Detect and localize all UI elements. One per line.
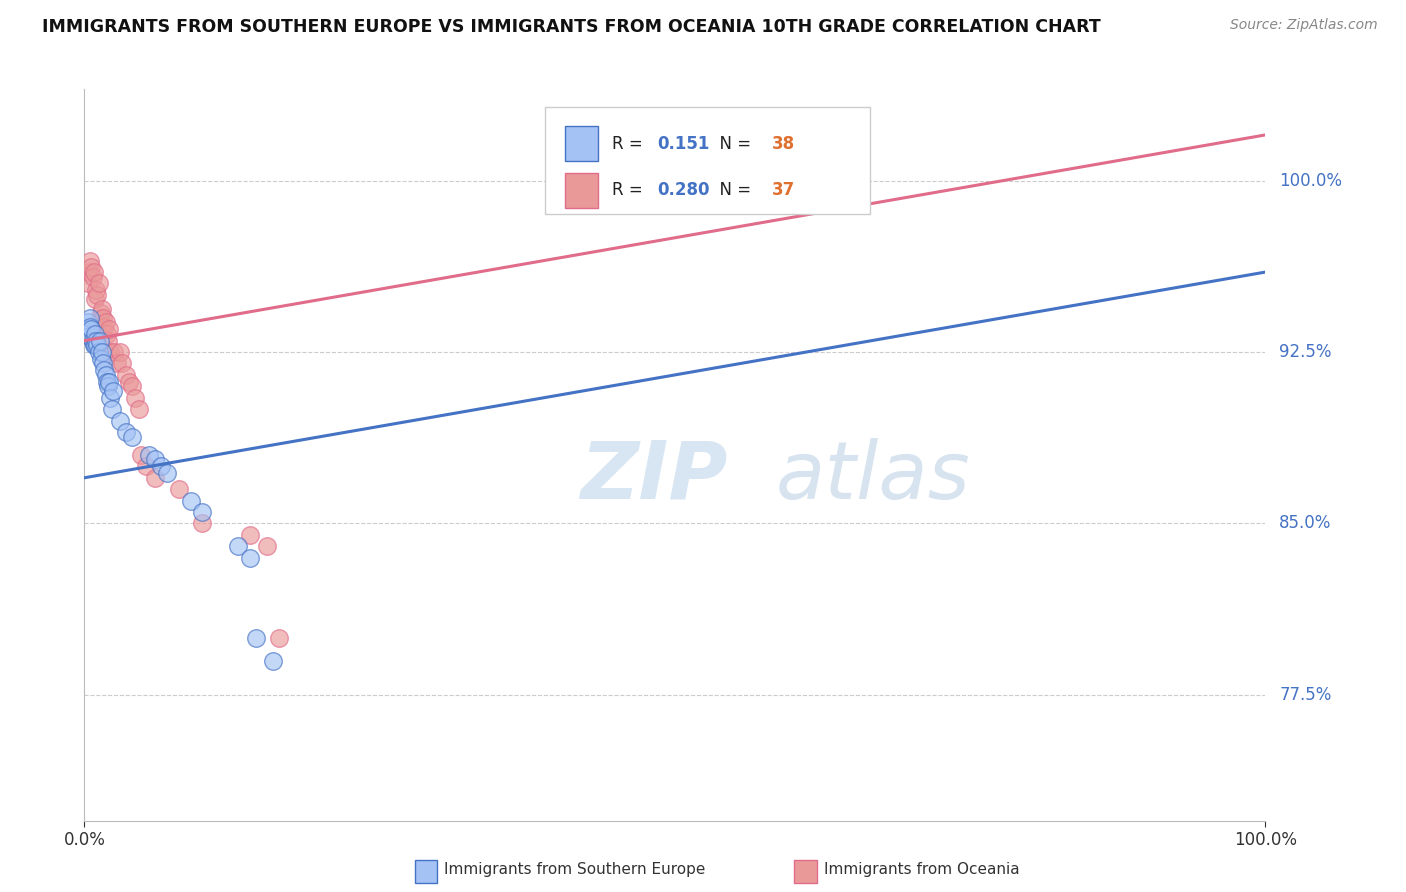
Text: R =: R = bbox=[612, 135, 648, 153]
Point bbox=[256, 540, 278, 554]
Point bbox=[83, 338, 105, 352]
FancyBboxPatch shape bbox=[546, 108, 870, 213]
Point bbox=[135, 459, 157, 474]
Text: 37: 37 bbox=[772, 181, 794, 199]
Point bbox=[79, 310, 101, 325]
Text: N =: N = bbox=[709, 135, 756, 153]
Point bbox=[143, 452, 166, 467]
Y-axis label: 10th Grade: 10th Grade bbox=[0, 408, 8, 502]
Point bbox=[77, 315, 100, 329]
Point bbox=[82, 269, 104, 284]
Point bbox=[90, 306, 112, 320]
Text: ZIP: ZIP bbox=[581, 438, 728, 516]
FancyBboxPatch shape bbox=[565, 172, 598, 208]
Point bbox=[108, 345, 131, 359]
Point bbox=[111, 356, 134, 370]
Point bbox=[84, 334, 107, 348]
Point bbox=[79, 253, 101, 268]
Point bbox=[226, 540, 249, 554]
Point bbox=[82, 334, 104, 348]
Point bbox=[77, 322, 100, 336]
Point bbox=[98, 322, 121, 336]
Point bbox=[98, 375, 121, 389]
Point bbox=[91, 345, 114, 359]
Point bbox=[239, 528, 262, 542]
Text: 0.151: 0.151 bbox=[657, 135, 710, 153]
Point bbox=[87, 345, 110, 359]
Point bbox=[91, 301, 114, 316]
Point bbox=[97, 379, 120, 393]
Text: R =: R = bbox=[612, 181, 648, 199]
Point bbox=[84, 326, 107, 341]
Point bbox=[98, 391, 121, 405]
Text: 0.280: 0.280 bbox=[657, 181, 710, 199]
Point bbox=[124, 391, 146, 405]
Point bbox=[156, 467, 179, 481]
Text: Immigrants from Oceania: Immigrants from Oceania bbox=[824, 863, 1019, 877]
Point bbox=[89, 310, 111, 325]
Point bbox=[77, 265, 100, 279]
Point bbox=[90, 351, 112, 366]
Text: 100.0%: 100.0% bbox=[1279, 171, 1343, 190]
Point bbox=[94, 315, 117, 329]
Point bbox=[180, 493, 202, 508]
Point bbox=[79, 320, 101, 334]
Point bbox=[91, 310, 114, 325]
Point bbox=[86, 338, 108, 352]
Point bbox=[80, 322, 103, 336]
Point bbox=[121, 430, 143, 444]
Point bbox=[103, 345, 125, 359]
Point bbox=[94, 368, 117, 382]
Point bbox=[77, 277, 100, 291]
Text: 77.5%: 77.5% bbox=[1279, 686, 1331, 704]
Point bbox=[86, 288, 108, 302]
Point bbox=[87, 277, 110, 291]
Point bbox=[118, 375, 141, 389]
Point bbox=[101, 384, 124, 398]
FancyBboxPatch shape bbox=[565, 126, 598, 161]
Point bbox=[269, 631, 291, 645]
Text: IMMIGRANTS FROM SOUTHERN EUROPE VS IMMIGRANTS FROM OCEANIA 10TH GRADE CORRELATIO: IMMIGRANTS FROM SOUTHERN EUROPE VS IMMIG… bbox=[42, 18, 1101, 36]
Point bbox=[97, 334, 120, 348]
Point bbox=[100, 402, 122, 417]
Text: Source: ZipAtlas.com: Source: ZipAtlas.com bbox=[1230, 18, 1378, 32]
Point bbox=[91, 356, 114, 370]
Point bbox=[128, 402, 150, 417]
Point bbox=[191, 505, 214, 519]
Text: N =: N = bbox=[709, 181, 756, 199]
Text: atlas: atlas bbox=[775, 438, 970, 516]
Point bbox=[191, 516, 214, 531]
Point bbox=[239, 550, 262, 565]
Point bbox=[167, 482, 190, 496]
Point bbox=[107, 356, 129, 370]
Point bbox=[96, 375, 118, 389]
Point bbox=[96, 326, 118, 341]
Point bbox=[77, 329, 100, 343]
Point bbox=[84, 284, 107, 298]
Point bbox=[121, 379, 143, 393]
Text: 38: 38 bbox=[772, 135, 794, 153]
Text: 85.0%: 85.0% bbox=[1279, 515, 1331, 533]
Point bbox=[80, 260, 103, 275]
Point bbox=[93, 363, 115, 377]
Text: Immigrants from Southern Europe: Immigrants from Southern Europe bbox=[444, 863, 706, 877]
Point bbox=[143, 471, 166, 485]
Point bbox=[84, 338, 107, 352]
Point bbox=[89, 334, 111, 348]
Point bbox=[262, 654, 284, 668]
Point bbox=[93, 320, 115, 334]
Point bbox=[245, 631, 267, 645]
Point bbox=[114, 425, 136, 439]
Point bbox=[83, 265, 105, 279]
Point bbox=[114, 368, 136, 382]
Point bbox=[150, 459, 173, 474]
Point bbox=[98, 345, 121, 359]
Point bbox=[108, 414, 131, 428]
Point bbox=[138, 448, 160, 462]
Point bbox=[84, 293, 107, 307]
Text: 92.5%: 92.5% bbox=[1279, 343, 1331, 361]
Point bbox=[129, 448, 152, 462]
